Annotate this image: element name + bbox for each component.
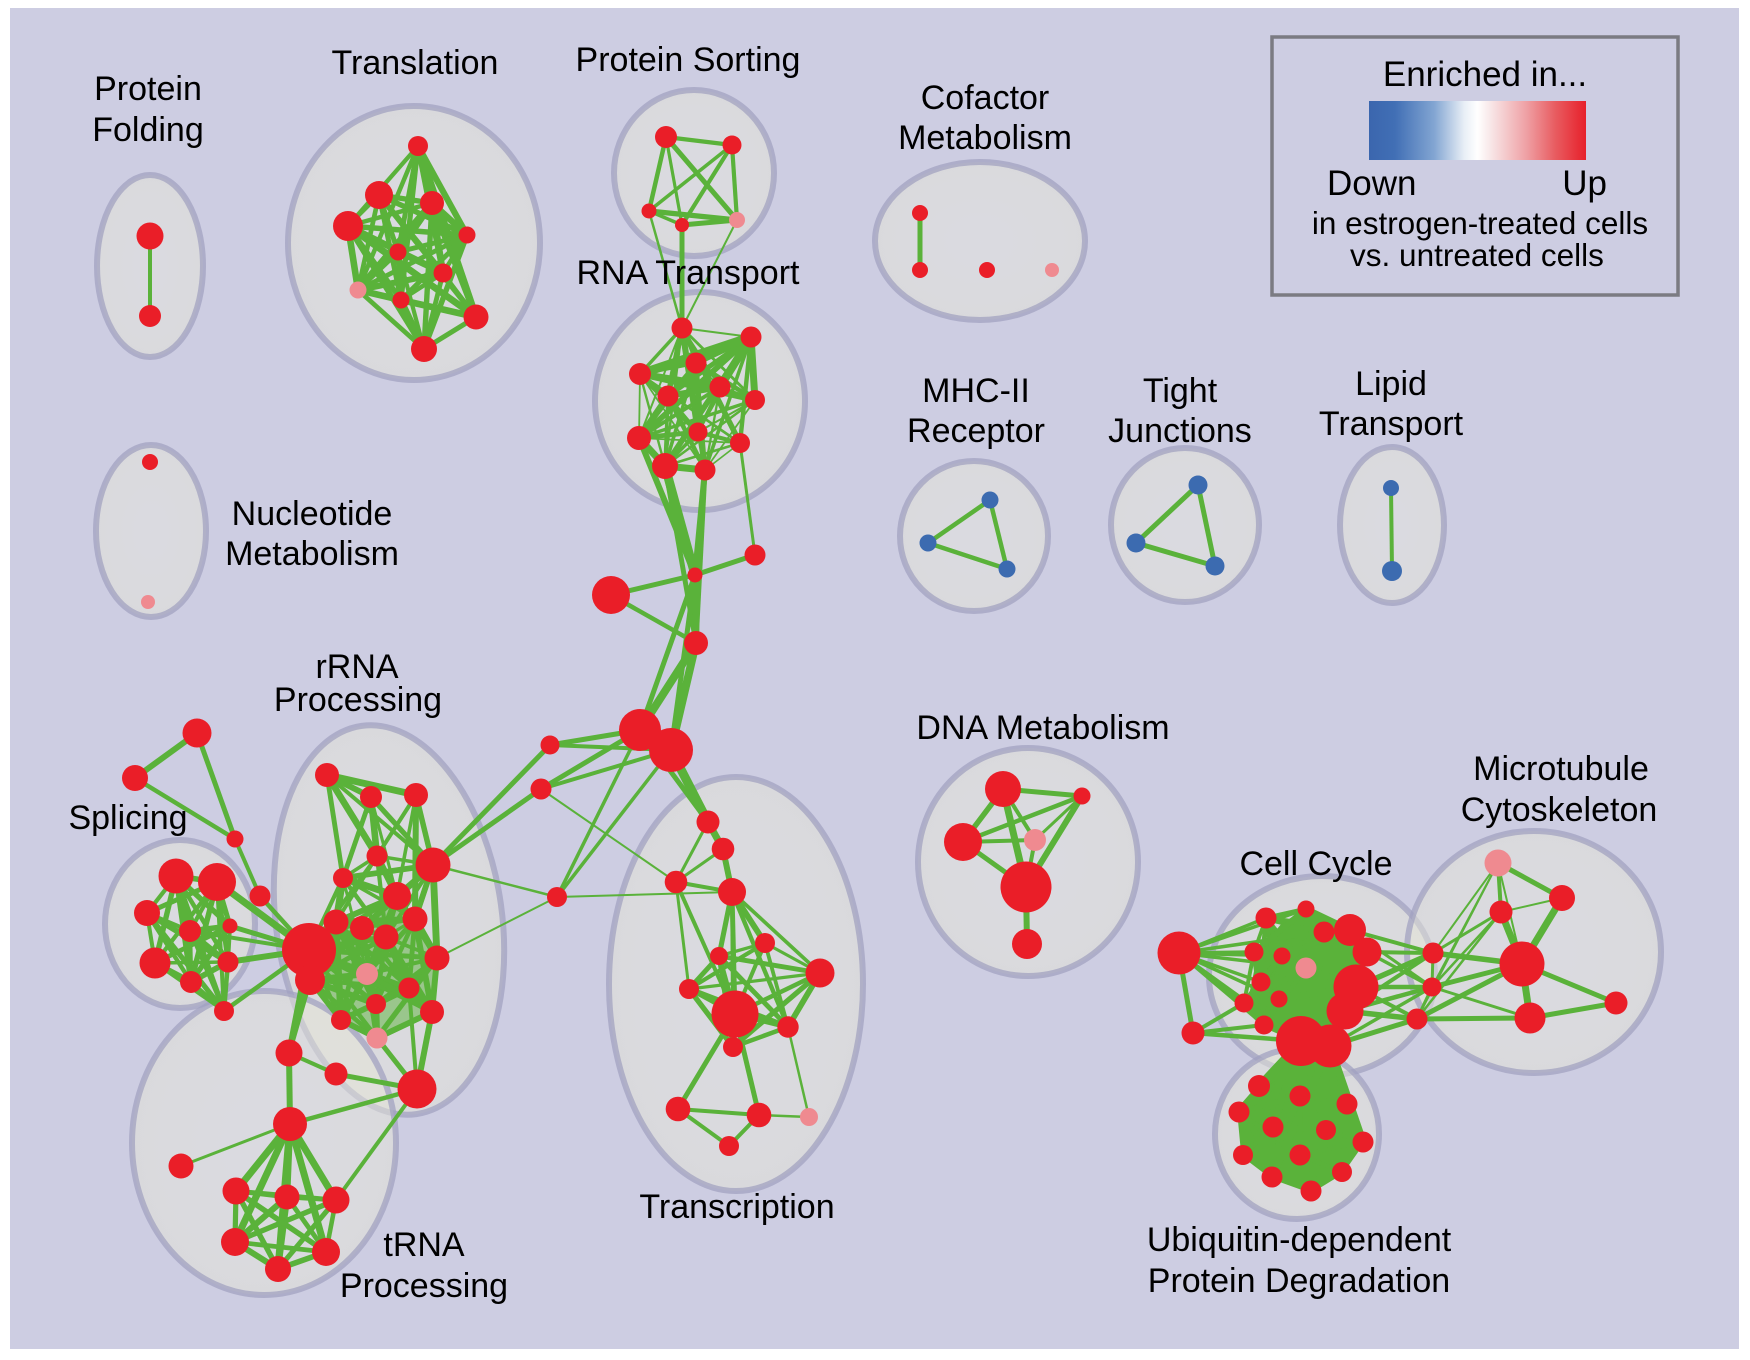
svg-text:DNA Metabolism: DNA Metabolism [916,709,1169,747]
svg-text:vs. untreated cells: vs. untreated cells [1350,237,1604,273]
svg-text:Transcription: Transcription [639,1188,834,1226]
svg-text:Protein: Protein [94,70,202,108]
svg-text:Tight: Tight [1143,372,1218,410]
svg-text:MHC-II: MHC-II [922,372,1030,410]
svg-text:Processing: Processing [274,681,442,719]
svg-text:rRNA: rRNA [315,648,398,686]
svg-text:Folding: Folding [92,111,204,149]
svg-text:Splicing: Splicing [68,799,187,837]
svg-text:Nucleotide: Nucleotide [232,495,393,533]
svg-text:Cell Cycle: Cell Cycle [1239,845,1392,883]
svg-text:RNA Transport: RNA Transport [577,254,801,292]
svg-text:in estrogen-treated cells: in estrogen-treated cells [1312,205,1648,241]
svg-text:Ubiquitin-dependent: Ubiquitin-dependent [1147,1221,1452,1259]
svg-text:Microtubule: Microtubule [1473,750,1649,788]
svg-text:Lipid: Lipid [1355,365,1427,403]
svg-text:Enriched in...: Enriched in... [1383,55,1587,94]
svg-text:Cytoskeleton: Cytoskeleton [1461,791,1658,829]
svg-text:tRNA: tRNA [383,1226,465,1264]
svg-text:Metabolism: Metabolism [898,119,1072,157]
svg-text:Down: Down [1327,164,1416,203]
svg-text:Junctions: Junctions [1108,412,1252,450]
svg-text:Protein Degradation: Protein Degradation [1148,1262,1450,1300]
svg-text:Receptor: Receptor [907,412,1045,450]
svg-text:Protein Sorting: Protein Sorting [576,41,801,79]
svg-text:Cofactor: Cofactor [921,79,1050,117]
svg-text:Up: Up [1562,164,1607,203]
svg-text:Metabolism: Metabolism [225,535,399,573]
svg-text:Processing: Processing [340,1267,508,1305]
svg-text:Transport: Transport [1319,405,1464,443]
svg-text:Translation: Translation [332,44,499,82]
